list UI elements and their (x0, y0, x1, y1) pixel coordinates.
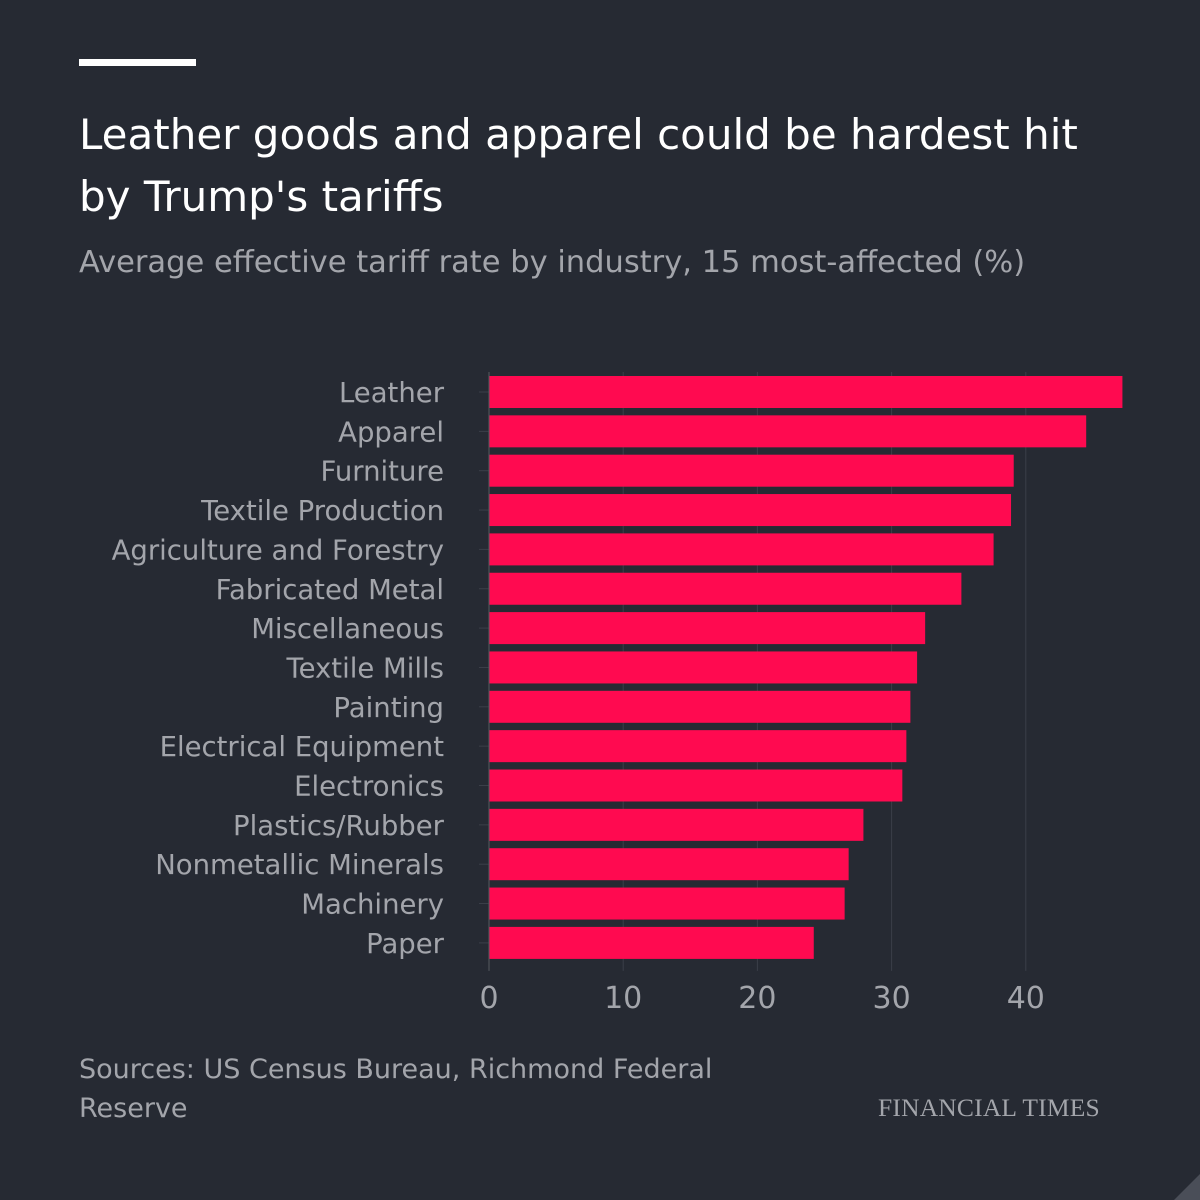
x-tick-label: 10 (604, 981, 642, 1016)
category-label: Furniture (321, 456, 444, 488)
x-tick-label: 0 (479, 981, 498, 1016)
bar-chart: 0 10 20 30 40 Leather Apparel Furniture Textile … (112, 372, 1123, 1016)
bar-textile-production (489, 494, 1012, 527)
bar-painting (489, 690, 911, 723)
category-label: Apparel (338, 416, 444, 448)
bar-fabricated-metal (489, 572, 962, 605)
category-label: Electronics (294, 771, 444, 803)
category-label: Miscellaneous (251, 613, 444, 645)
x-tick-label: 30 (873, 981, 911, 1016)
category-label: Plastics/Rubber (233, 810, 445, 842)
category-label: Electrical Equipment (160, 731, 445, 763)
source-note: Sources: US Census Bureau, Richmond Fede… (79, 1054, 713, 1124)
category-label: Nonmetallic Minerals (155, 849, 444, 881)
category-label: Agriculture and Forestry (112, 534, 444, 566)
chart-subtitle: Average effective tariff rate by industr… (79, 245, 1026, 280)
bar-miscellaneous (489, 612, 926, 645)
bar-machinery (489, 887, 845, 920)
category-label: Textile Mills (285, 652, 444, 684)
bar-apparel (489, 415, 1087, 448)
bar-textile-mills (489, 651, 918, 684)
bar-leather (489, 376, 1123, 408)
top-rule (79, 59, 196, 66)
brand-logo: FINANCIAL TIMES (878, 1093, 1100, 1122)
category-label: Painting (333, 692, 444, 724)
category-label: Textile Production (200, 495, 444, 527)
category-label: Paper (366, 928, 445, 960)
bar-electronics (489, 769, 903, 802)
bar-plastics-rubber (489, 808, 864, 841)
category-label: Fabricated Metal (216, 574, 444, 606)
category-label: Machinery (301, 889, 444, 921)
bar-agriculture-and-forestry (489, 533, 994, 566)
corner-fold-icon (1174, 1174, 1200, 1200)
bar-paper (489, 926, 814, 959)
bar-furniture (489, 454, 1014, 487)
x-tick-label: 20 (738, 981, 776, 1016)
bar-nonmetallic-minerals (489, 848, 849, 881)
bar-electrical-equipment (489, 730, 907, 763)
chart-title: Leather goods and apparel could be harde… (79, 110, 1078, 221)
category-label: Leather (339, 377, 445, 409)
x-tick-label: 40 (1007, 981, 1045, 1016)
